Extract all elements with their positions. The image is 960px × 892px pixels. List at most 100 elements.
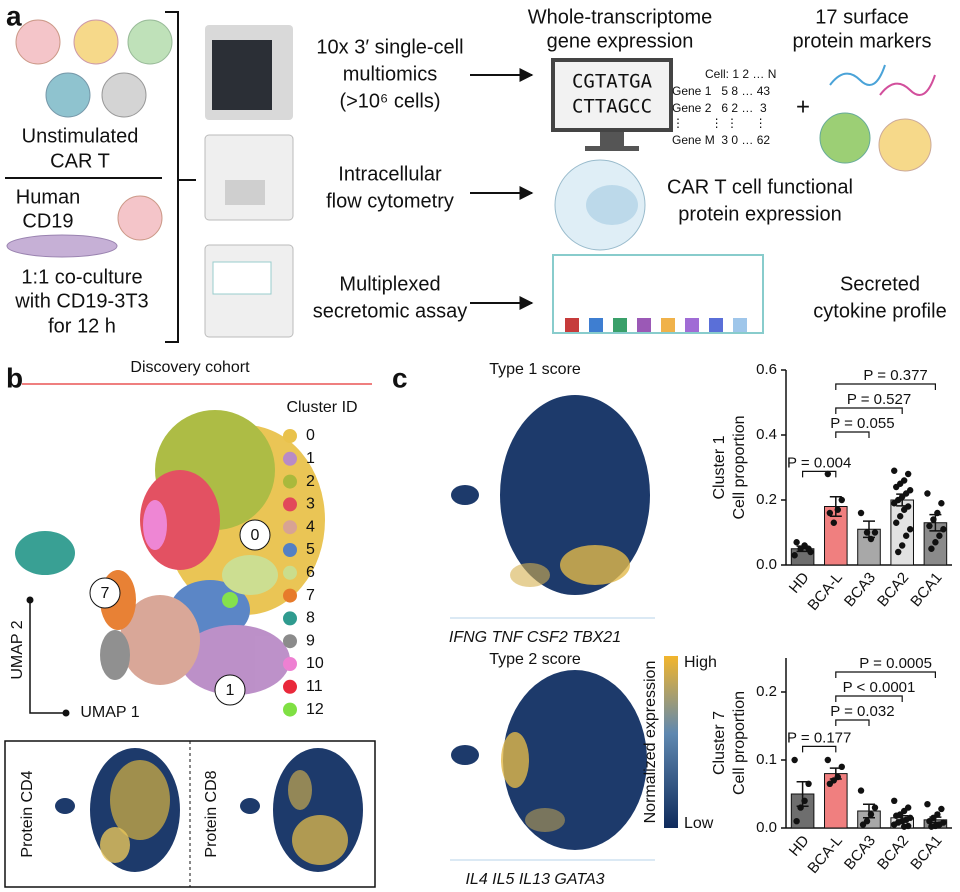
legend-swatch xyxy=(283,520,297,535)
x-tick-label: BCA-L xyxy=(804,569,845,614)
target-cell xyxy=(6,234,118,258)
y-tick-label: 0.0 xyxy=(756,819,777,836)
instruments xyxy=(204,25,294,338)
legend-swatch xyxy=(283,657,297,671)
significance-bracket xyxy=(802,745,837,753)
data-point xyxy=(926,522,933,530)
p-value: P = 0.0005 xyxy=(859,655,932,672)
protein-umaps xyxy=(55,748,363,872)
axis-label: UMAP 1 xyxy=(80,704,139,721)
panel-label: a xyxy=(6,0,22,31)
data-point xyxy=(838,763,845,770)
data-point xyxy=(926,818,933,825)
legend-swatch xyxy=(283,702,297,717)
y-tick-label: 0.1 xyxy=(756,751,777,768)
y-tick-label: 0.6 xyxy=(756,361,777,378)
x-tick-label: BCA1 xyxy=(907,569,945,610)
data-point xyxy=(801,797,808,804)
legend-label: 9 xyxy=(306,632,315,649)
umap-clusters xyxy=(15,410,325,695)
legend-swatch xyxy=(283,543,297,557)
callout-label: 1 xyxy=(226,682,235,699)
p-value: P = 0.377 xyxy=(863,367,927,384)
x-tick-label: BCA1 xyxy=(907,832,945,873)
legend-label: 10 xyxy=(306,655,324,672)
colorbar xyxy=(664,656,678,828)
x-tick-label: HD xyxy=(786,832,813,860)
bracket xyxy=(165,11,196,343)
assay-text: Intracellular xyxy=(338,163,442,185)
legend-label: 12 xyxy=(306,701,324,718)
data-point xyxy=(938,805,945,813)
axis-dot xyxy=(62,709,70,717)
data-point xyxy=(932,539,939,546)
matrix-text: Gene 2 6 2 … 3 xyxy=(672,101,767,115)
sequence-text: CGTATGA xyxy=(572,71,653,93)
legend-label: 8 xyxy=(306,610,315,627)
data-point xyxy=(893,519,900,526)
data-point xyxy=(906,526,914,533)
data-point xyxy=(824,756,832,764)
data-point xyxy=(791,552,798,559)
data-point xyxy=(857,509,865,517)
output-text: cytokine profile xyxy=(813,300,946,322)
axis-dot xyxy=(26,596,34,604)
legend-title: Cluster ID xyxy=(286,399,357,416)
significance-bracket xyxy=(835,671,936,678)
cohort-title: Discovery cohort xyxy=(130,359,250,376)
legend-label: 0 xyxy=(306,427,315,444)
data-point xyxy=(891,797,898,804)
flow-cell xyxy=(554,159,646,251)
data-point xyxy=(930,516,937,523)
condition-text: for 12 h xyxy=(48,315,116,337)
matrix-text: Cell: 1 2 … N xyxy=(705,67,776,81)
legend-label: 1 xyxy=(306,450,315,467)
p-value: P = 0.032 xyxy=(830,703,894,720)
axis-label: UMAP 2 xyxy=(9,620,26,679)
protein-label: Protein CD8 xyxy=(203,770,220,857)
p-value: P = 0.055 xyxy=(830,415,894,432)
data-point xyxy=(797,545,804,552)
data-point xyxy=(807,548,814,556)
significance-bracket xyxy=(835,719,870,726)
output-text: gene expression xyxy=(547,30,694,52)
type1-umap xyxy=(451,395,650,595)
assay-text: secretomic assay xyxy=(313,300,468,322)
data-point xyxy=(936,532,943,539)
data-point xyxy=(871,804,879,811)
data-point xyxy=(859,821,867,828)
output-text: Whole-transcriptome xyxy=(528,6,713,28)
data-point xyxy=(904,470,912,478)
significance-bracket xyxy=(835,431,870,438)
condition-text: CD19 xyxy=(22,210,73,232)
protein-label: Protein CD4 xyxy=(19,770,36,857)
x-tick-label: BCA3 xyxy=(841,832,879,873)
assay-text: flow cytometry xyxy=(326,190,454,212)
umap-title: Type 2 score xyxy=(489,651,581,668)
y-axis-label: Cluster 1 xyxy=(711,435,728,499)
x-tick-label: HD xyxy=(786,569,813,597)
plus-sign: + xyxy=(796,93,810,120)
p-value: P < 0.0001 xyxy=(843,679,916,696)
sequence-text: CTTAGCC xyxy=(572,96,652,118)
data-point xyxy=(893,812,900,819)
matrix-text: ⋮ ⋮ ⋮ ⋮ xyxy=(672,116,767,130)
condition-text: Unstimulated xyxy=(22,125,139,147)
data-point xyxy=(871,529,879,536)
legend-swatch xyxy=(283,588,297,603)
callout-label: 0 xyxy=(251,527,260,544)
y-axis-label: Cell proportion xyxy=(731,691,748,795)
legend-label: 6 xyxy=(306,564,315,581)
data-point xyxy=(938,500,945,507)
condition-text: CAR T xyxy=(50,150,110,172)
gene-list: IL4 IL5 IL13 GATA3 xyxy=(465,871,604,888)
x-tick-label: BCA2 xyxy=(874,832,912,873)
data-point xyxy=(863,529,871,536)
gene-list: IFNG TNF CSF2 TBX21 xyxy=(449,629,621,646)
data-point xyxy=(924,801,931,808)
data-point xyxy=(793,539,800,546)
data-point xyxy=(940,526,947,533)
output-text: 17 surface xyxy=(815,6,908,28)
